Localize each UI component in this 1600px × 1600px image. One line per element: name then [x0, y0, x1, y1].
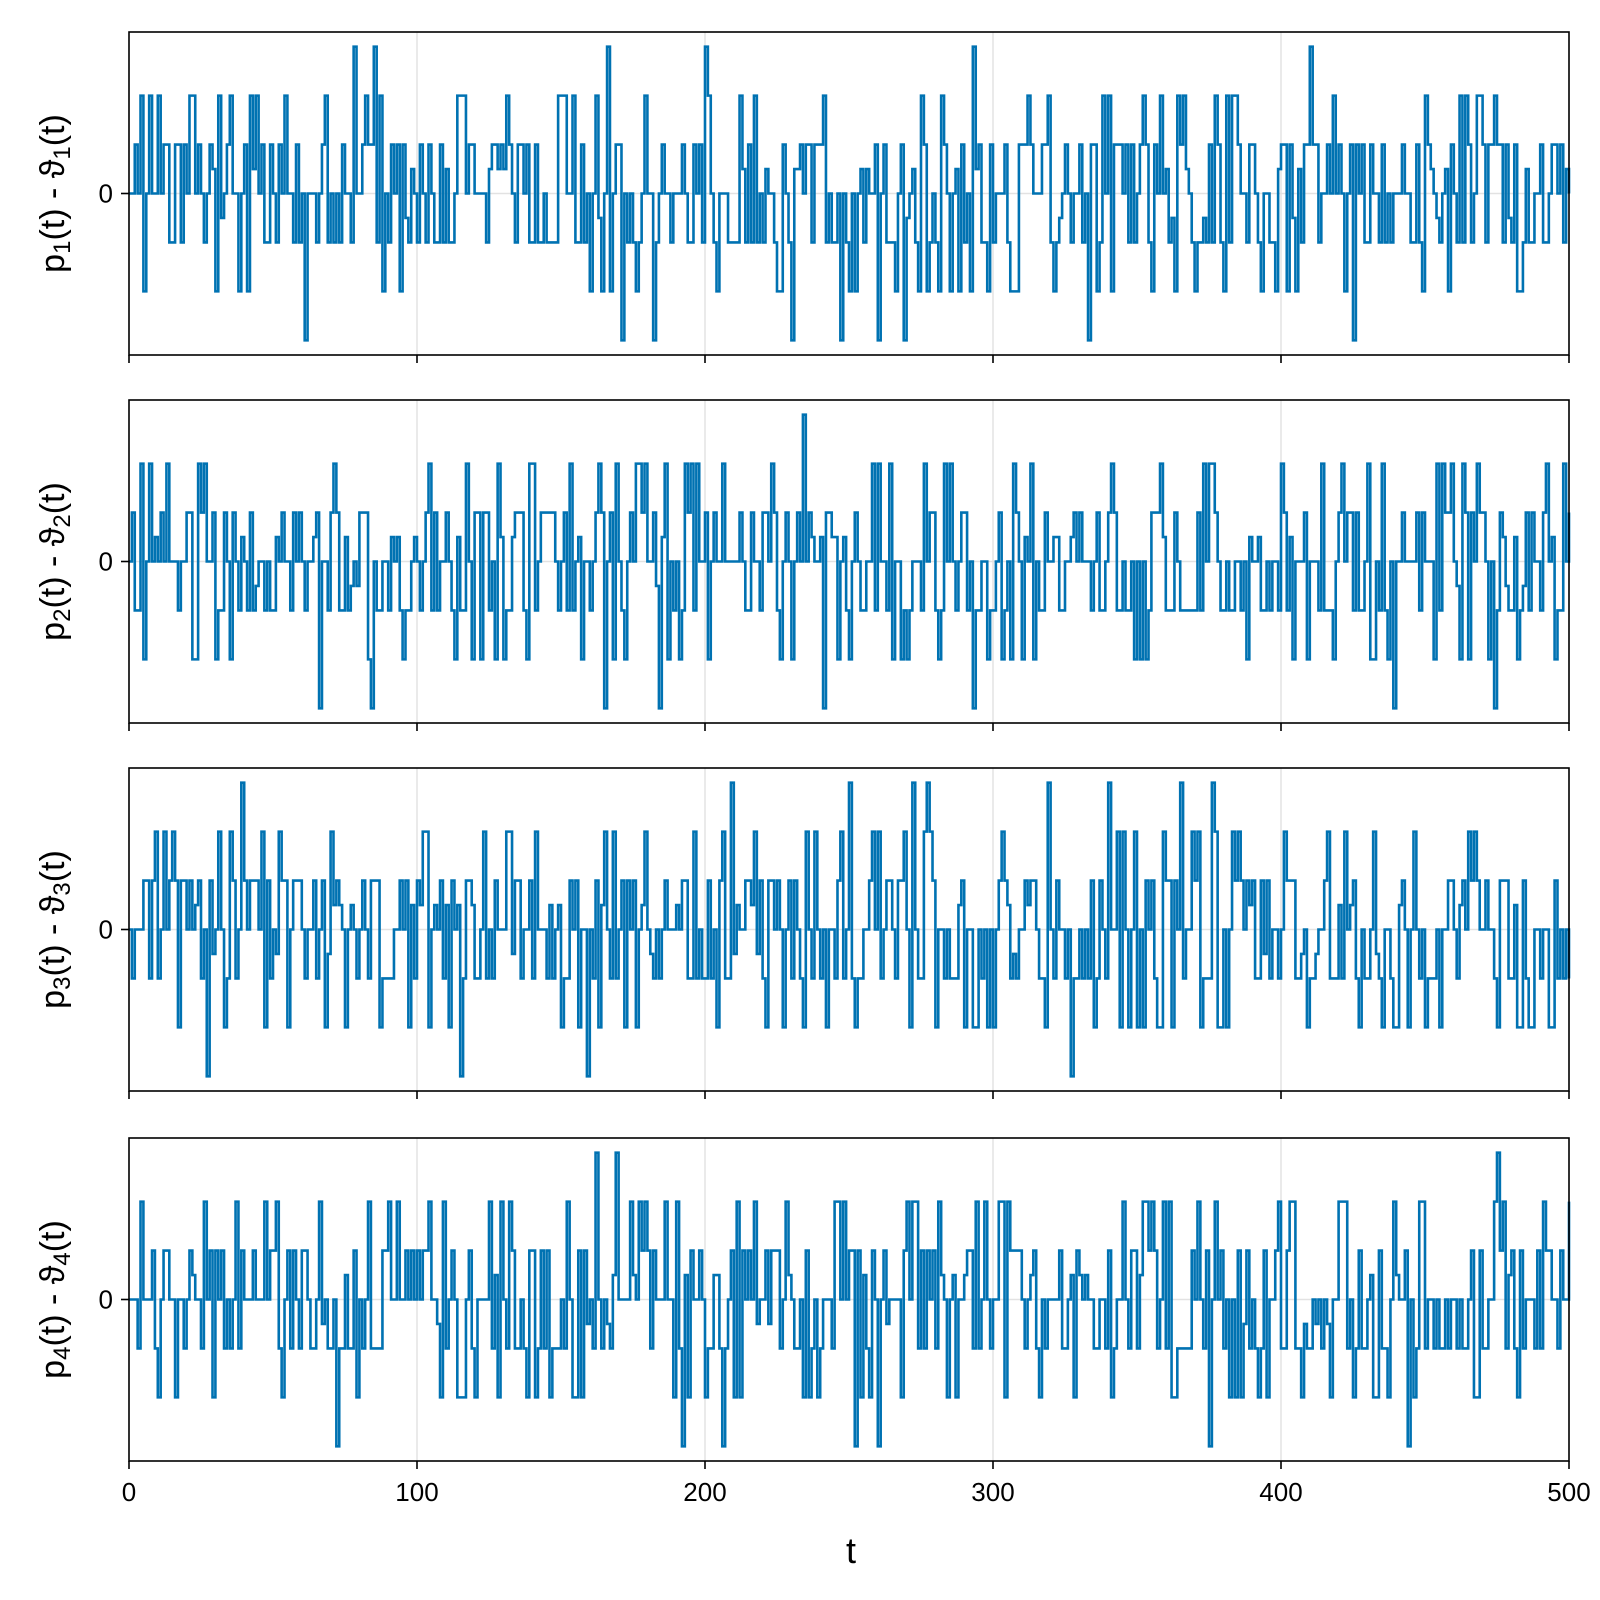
series-line [129, 45, 1571, 342]
x-tick-label: 0 [122, 1477, 136, 1507]
series-line [129, 781, 1571, 1078]
x-tick-label: 100 [395, 1477, 438, 1507]
panel-4: 0 p4(t) - ϑ4(t) [34, 1137, 1571, 1469]
series-line [129, 1151, 1571, 1448]
x-axis-label: t [846, 1530, 856, 1571]
panels: 0 p1(t) - ϑ1(t) 0 p2(t) - ϑ2(t) 0 p3(t) - ϑ3(… [34, 31, 1571, 1469]
y-axis-label: p4(t) - ϑ4(t) [34, 1220, 76, 1379]
x-tick-label: 300 [971, 1477, 1014, 1507]
x-tick-label: 500 [1547, 1477, 1590, 1507]
y-axis-label: p1(t) - ϑ1(t) [34, 114, 76, 273]
y-axis-label: p3(t) - ϑ3(t) [34, 850, 76, 1009]
y-axis-label: p2(t) - ϑ2(t) [34, 482, 76, 641]
panel-3: 0 p3(t) - ϑ3(t) [34, 767, 1571, 1099]
y-tick-label: 0 [99, 179, 113, 209]
panel-2: 0 p2(t) - ϑ2(t) [34, 399, 1571, 731]
panel-1: 0 p1(t) - ϑ1(t) [34, 31, 1571, 363]
x-axis: 0 100 200 300 400 500 [122, 1477, 1591, 1507]
x-tick-label: 400 [1259, 1477, 1302, 1507]
x-tick-label: 200 [683, 1477, 726, 1507]
y-tick-label: 0 [99, 547, 113, 577]
series-line [129, 413, 1571, 710]
y-tick-label: 0 [99, 1285, 113, 1315]
y-tick-label: 0 [99, 915, 113, 945]
